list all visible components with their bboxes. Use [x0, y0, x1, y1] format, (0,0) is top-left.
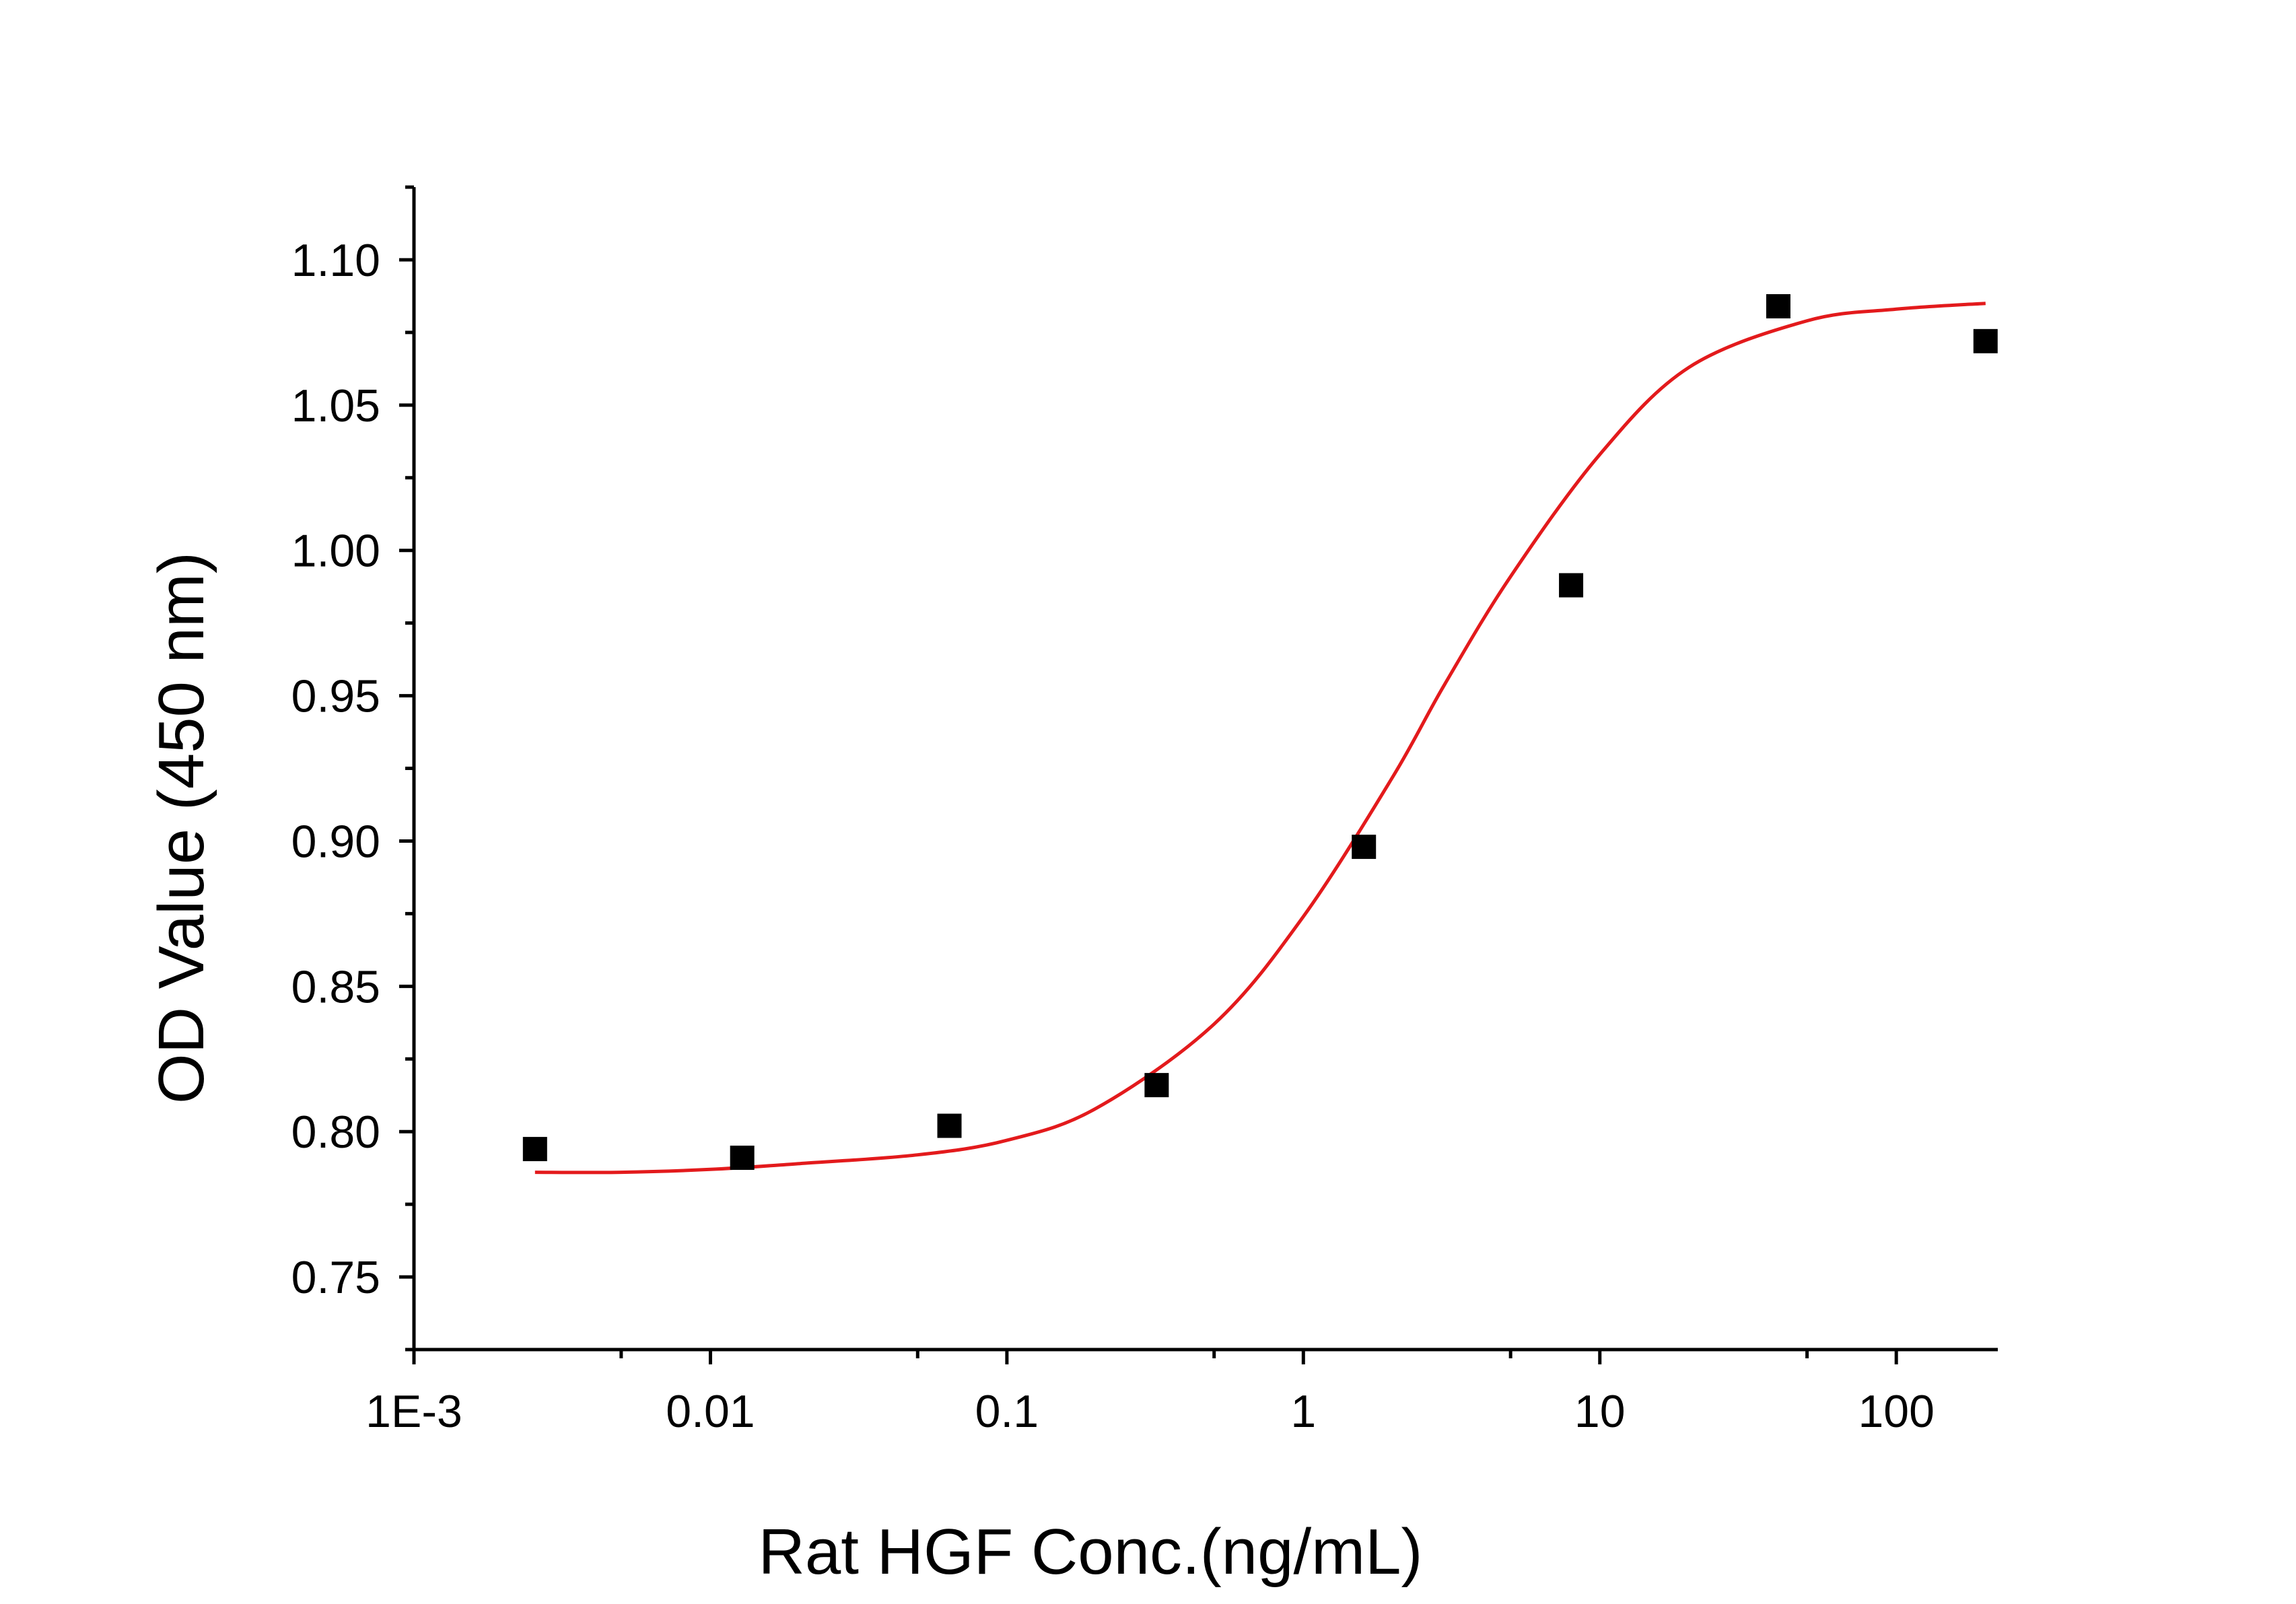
data-point — [1352, 835, 1377, 860]
x-tick-label: 1E-3 — [366, 1386, 462, 1437]
x-tick-label: 100 — [1858, 1386, 1934, 1437]
y-axis-title: OD Value (450 nm) — [145, 552, 217, 1104]
x-axis: 1E-3 0.01 0.1 1 10 100 — [366, 1348, 1998, 1437]
fit-curve-layer — [534, 302, 1986, 1175]
fit-curve — [534, 302, 1986, 1175]
x-tick-label: 10 — [1574, 1386, 1626, 1437]
data-point — [1766, 294, 1790, 319]
y-tick-label: 0.95 — [291, 671, 380, 722]
data-point — [1144, 1073, 1169, 1098]
x-tick-label: 1 — [1290, 1386, 1316, 1437]
y-tick-label: 0.90 — [291, 816, 380, 867]
y-tick-label: 0.75 — [291, 1252, 380, 1303]
plot-area: 0.75 0.80 0.85 0.90 0.95 1.00 1.05 1.10 1E-3 0.0… — [291, 185, 1998, 1437]
data-point — [730, 1146, 755, 1171]
y-tick-label: 1.05 — [291, 380, 380, 431]
x-tick-label: 0.1 — [975, 1386, 1039, 1437]
y-axis: 0.75 0.80 0.85 0.90 0.95 1.00 1.05 1.10 — [291, 185, 416, 1352]
y-tick-label: 1.00 — [291, 526, 380, 577]
x-axis-title: Rat HGF Conc.(ng/mL) — [759, 1516, 1423, 1588]
data-points-layer — [522, 294, 1998, 1171]
data-point — [937, 1113, 962, 1138]
y-tick-label: 0.85 — [291, 961, 380, 1012]
y-tick-label: 0.80 — [291, 1107, 380, 1158]
x-tick-label: 0.01 — [666, 1386, 755, 1437]
data-point — [1973, 328, 1998, 353]
data-point — [1559, 573, 1584, 598]
data-point — [522, 1137, 547, 1162]
y-tick-label: 1.10 — [291, 235, 380, 286]
